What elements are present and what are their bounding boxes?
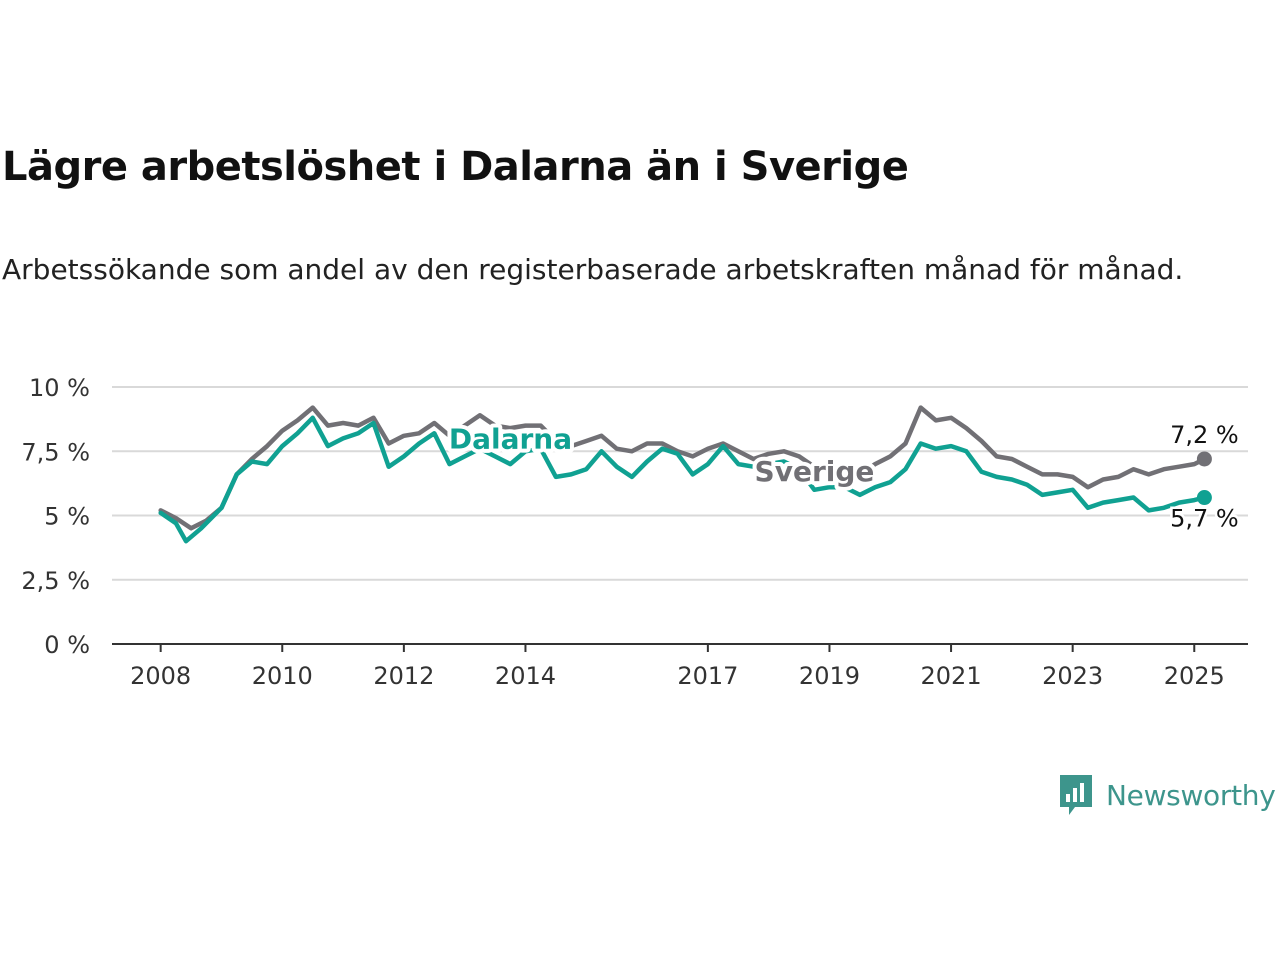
series-line-sverige [158,405,1207,531]
x-tick-label: 2025 [1164,662,1225,690]
line-chart: 0 % 2,5 % 5 % 7,5 % 10 % 2008 2010 2012 2014 2017… [21,374,1248,690]
end-label-dalarna: 5,7 % [1170,505,1239,533]
y-tick-label: 0 % [44,631,90,659]
x-tick-label: 2012 [373,662,434,690]
x-tick-label: 2017 [677,662,738,690]
end-marker-sverige [1196,451,1212,467]
end-label-sverige: 7,2 % [1170,421,1239,449]
x-tick-label: 2019 [799,662,860,690]
y-tick-label: 7,5 % [21,438,90,466]
series-line-dalarna [158,415,1207,544]
series-label-sverige: Sverige [755,455,875,488]
x-tick-label: 2014 [495,662,556,690]
chart-subtitle: Arbetssökande som andel av den registerb… [2,253,1184,286]
x-tick-label: 2008 [130,662,191,690]
brand-name: Newsworthy [1106,778,1276,812]
x-tick-label: 2010 [252,662,313,690]
chart-title: Lägre arbetslöshet i Dalarna än i Sverig… [2,144,909,190]
newsworthy-brand: Newsworthy [1058,772,1276,818]
x-tick-label: 2021 [921,662,982,690]
series-label-dalarna: Dalarna [449,422,572,455]
y-tick-label: 5 % [44,503,90,531]
bar-chart-speech-bubble-icon [1060,775,1092,815]
x-tick-label: 2023 [1042,662,1103,690]
y-tick-label: 2,5 % [21,567,90,595]
end-marker-dalarna [1196,490,1212,506]
y-tick-label: 10 % [29,374,90,402]
